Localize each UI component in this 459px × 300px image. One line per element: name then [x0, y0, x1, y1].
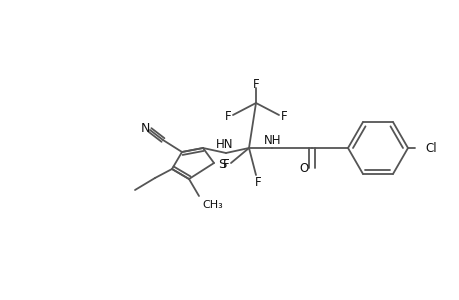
- Text: F: F: [222, 158, 229, 170]
- Text: O: O: [299, 163, 308, 176]
- Text: F: F: [252, 77, 259, 91]
- Text: S: S: [218, 158, 226, 170]
- Text: F: F: [254, 176, 261, 190]
- Text: F: F: [280, 110, 287, 122]
- Text: HN: HN: [216, 139, 233, 152]
- Text: F: F: [224, 110, 231, 122]
- Text: N: N: [140, 122, 149, 136]
- Text: NH: NH: [263, 134, 281, 146]
- Text: Cl: Cl: [424, 142, 436, 154]
- Text: CH₃: CH₃: [202, 200, 222, 210]
